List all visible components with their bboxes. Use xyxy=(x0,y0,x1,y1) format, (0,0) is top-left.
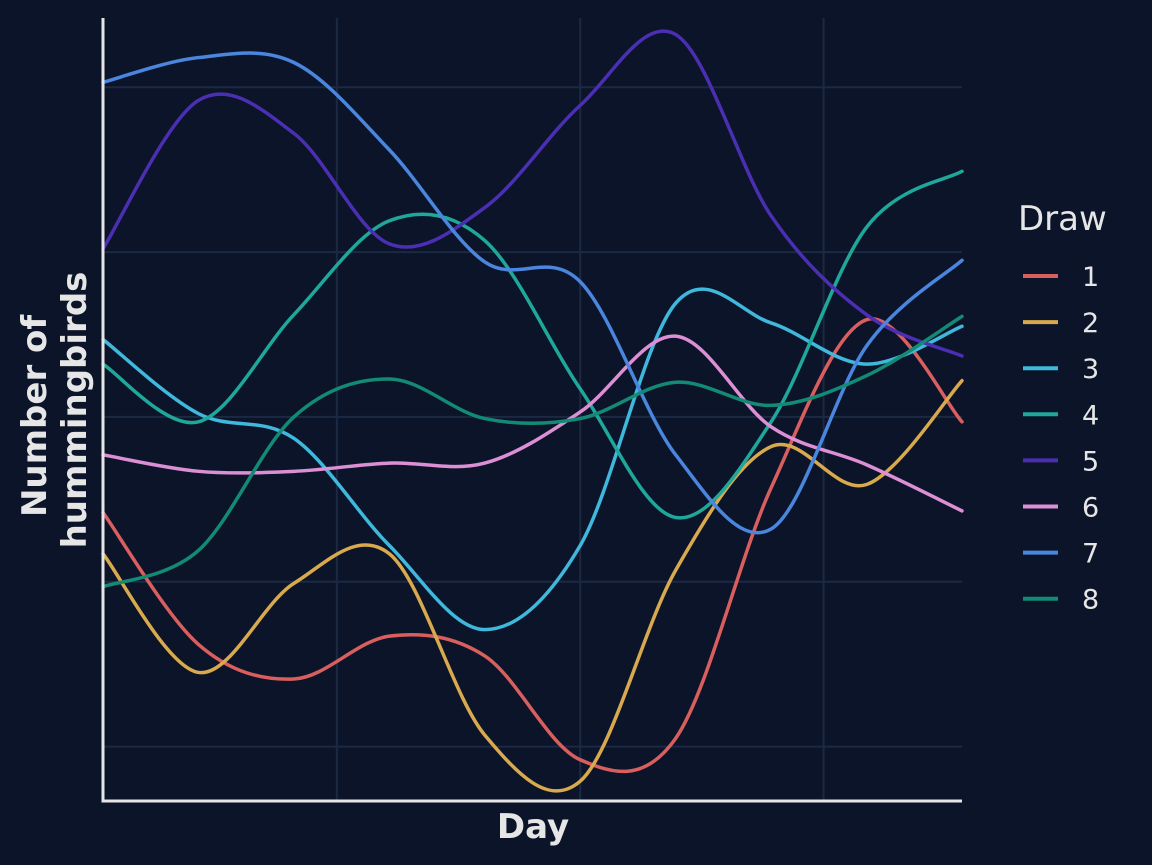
series-line-7 xyxy=(101,51,964,535)
legend-item-6: 6 xyxy=(1023,493,1099,524)
legend-label: 4 xyxy=(1082,400,1099,431)
legend-label: 6 xyxy=(1082,493,1099,524)
x-gridlines xyxy=(335,18,825,801)
series-line-8 xyxy=(101,314,964,589)
legend-label: 7 xyxy=(1082,539,1099,570)
legend-item-7: 7 xyxy=(1023,539,1099,570)
series-line-1 xyxy=(101,317,964,774)
y-axis-title: Number of hummingbirds xyxy=(15,272,95,549)
legend: Draw 1 2 3 4 5 6 7 8 xyxy=(1018,199,1107,616)
legend-label: 2 xyxy=(1082,308,1099,339)
series-lines xyxy=(101,29,964,793)
y-axis-title-line-2: hummingbirds xyxy=(55,272,95,549)
legend-item-3: 3 xyxy=(1023,354,1099,385)
legend-items: 1 2 3 4 5 6 7 8 xyxy=(1023,262,1099,616)
series-line-4 xyxy=(101,169,964,520)
legend-item-2: 2 xyxy=(1023,308,1099,339)
legend-label: 8 xyxy=(1082,585,1099,616)
series-line-3 xyxy=(101,287,964,632)
legend-label: 5 xyxy=(1082,446,1099,477)
series-line-5 xyxy=(101,29,964,358)
legend-item-1: 1 xyxy=(1023,262,1099,293)
series-line-6 xyxy=(101,334,964,513)
x-axis-title: Day xyxy=(497,807,569,847)
y-gridlines xyxy=(103,86,962,748)
legend-item-4: 4 xyxy=(1023,400,1099,431)
legend-item-5: 5 xyxy=(1023,446,1099,477)
legend-label: 3 xyxy=(1082,354,1099,385)
legend-item-8: 8 xyxy=(1023,585,1099,616)
legend-label: 1 xyxy=(1082,262,1099,293)
legend-title: Draw xyxy=(1018,199,1107,239)
y-axis-title-line-1: Number of xyxy=(15,314,55,517)
